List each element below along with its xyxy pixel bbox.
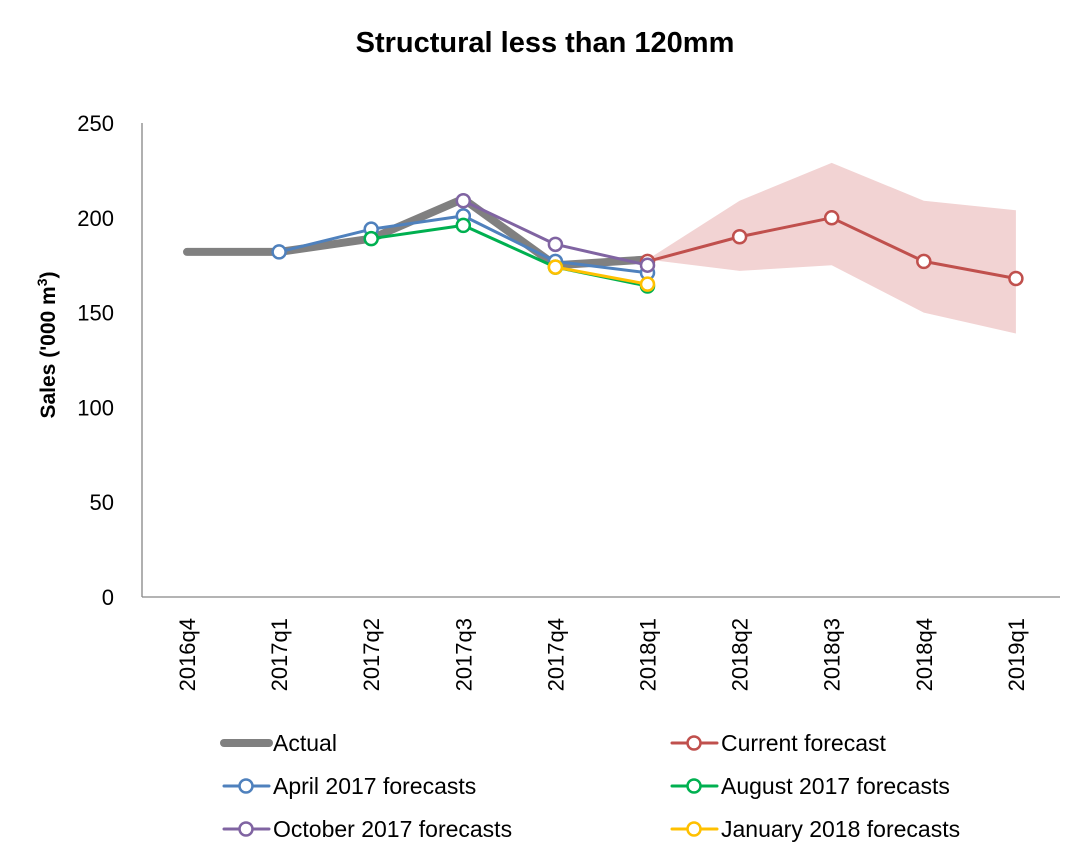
y-tick-label-250: 250 xyxy=(77,111,114,136)
x-tick-label-2016q4: 2016q4 xyxy=(175,618,200,691)
x-tick-label-2018q4: 2018q4 xyxy=(912,618,937,691)
y-tick-label-200: 200 xyxy=(77,206,114,231)
x-tick-label-2019q1: 2019q1 xyxy=(1004,618,1029,691)
data-point-october-2017-forecasts-2018q1 xyxy=(639,257,656,273)
legend-item-current-forecast: Current forecast xyxy=(670,730,887,756)
chart-title: Structural less than 120mm xyxy=(356,27,735,59)
x-tick-label-2018q3: 2018q3 xyxy=(820,618,845,691)
data-point-current-forecast-2018q4 xyxy=(916,253,932,270)
legend-label-current-forecast: Current forecast xyxy=(721,730,887,756)
y-axis-label-end: ) xyxy=(37,271,60,278)
y-tick-label-150: 150 xyxy=(77,301,114,326)
y-axis-label: Sales ('000 m3) xyxy=(34,271,60,418)
forecast-range-band xyxy=(647,162,1016,334)
data-point-october-2017-forecasts-2017q3 xyxy=(455,192,472,209)
data-point-january-2018-forecasts-2017q4 xyxy=(547,259,564,275)
legend-marker-current-forecast xyxy=(686,735,702,751)
legend-item-actual: Actual xyxy=(220,730,337,756)
data-point-october-2017-forecasts-2017q4 xyxy=(547,236,564,253)
series-layer xyxy=(183,192,1024,294)
legend-label-august-2017-forecasts: August 2017 forecasts xyxy=(721,773,950,799)
x-tick-label-2017q4: 2017q4 xyxy=(543,618,568,691)
x-tick-label-2017q3: 2017q3 xyxy=(451,618,476,691)
legend-marker-april-2017-forecasts xyxy=(238,778,254,794)
series-october-2017-forecasts xyxy=(455,192,656,273)
x-tick-label-2018q2: 2018q2 xyxy=(728,618,753,691)
y-tick-label-50: 50 xyxy=(90,490,114,515)
data-point-august-2017-forecasts-2017q3 xyxy=(455,217,472,234)
data-point-current-forecast-2019q1 xyxy=(1008,270,1024,287)
legend: Actual Current forecast April 2017 forecas… xyxy=(220,730,960,842)
legend-marker-october-2017-forecasts xyxy=(238,821,254,837)
x-tick-label-2017q1: 2017q1 xyxy=(267,618,292,691)
legend-marker-august-2017-forecasts xyxy=(686,778,702,794)
legend-item-august-2017-forecasts: August 2017 forecasts xyxy=(670,773,950,799)
legend-item-april-2017-forecasts: April 2017 forecasts xyxy=(222,773,476,799)
legend-label-january-2018-forecasts: January 2018 forecasts xyxy=(721,816,960,842)
legend-item-october-2017-forecasts: October 2017 forecasts xyxy=(222,816,512,842)
series-january-2018-forecasts xyxy=(547,259,656,292)
y-tick-label-0: 0 xyxy=(102,585,114,610)
series-line-january-2018-forecasts xyxy=(553,265,649,286)
y-axis-label-main: Sales ('000 m xyxy=(37,286,60,418)
data-point-january-2018-forecasts-2018q1 xyxy=(639,276,656,292)
data-point-april-2017-forecasts-2017q1 xyxy=(271,244,287,260)
legend-label-actual: Actual xyxy=(273,730,337,756)
data-point-current-forecast-2018q2 xyxy=(731,229,748,245)
axis-layer: 0 50 100 150 200 250 2016q4 2017q1 2017q2 2017q3 2… xyxy=(77,111,1060,691)
legend-label-april-2017-forecasts: April 2017 forecasts xyxy=(273,773,476,799)
legend-item-january-2018-forecasts: January 2018 forecasts xyxy=(670,816,960,842)
forecast-band-layer xyxy=(647,162,1016,334)
legend-marker-january-2018-forecasts xyxy=(686,821,702,837)
legend-label-october-2017-forecasts: October 2017 forecasts xyxy=(273,816,512,842)
x-tick-label-2018q1: 2018q1 xyxy=(636,618,661,691)
y-tick-label-100: 100 xyxy=(77,395,114,420)
series-current-forecast xyxy=(639,210,1024,287)
x-tick-label-2017q2: 2017q2 xyxy=(359,618,384,691)
data-point-current-forecast-2018q3 xyxy=(823,210,840,226)
y-axis-label-superscript: 3 xyxy=(34,278,50,286)
data-point-august-2017-forecasts-2017q2 xyxy=(363,230,379,247)
